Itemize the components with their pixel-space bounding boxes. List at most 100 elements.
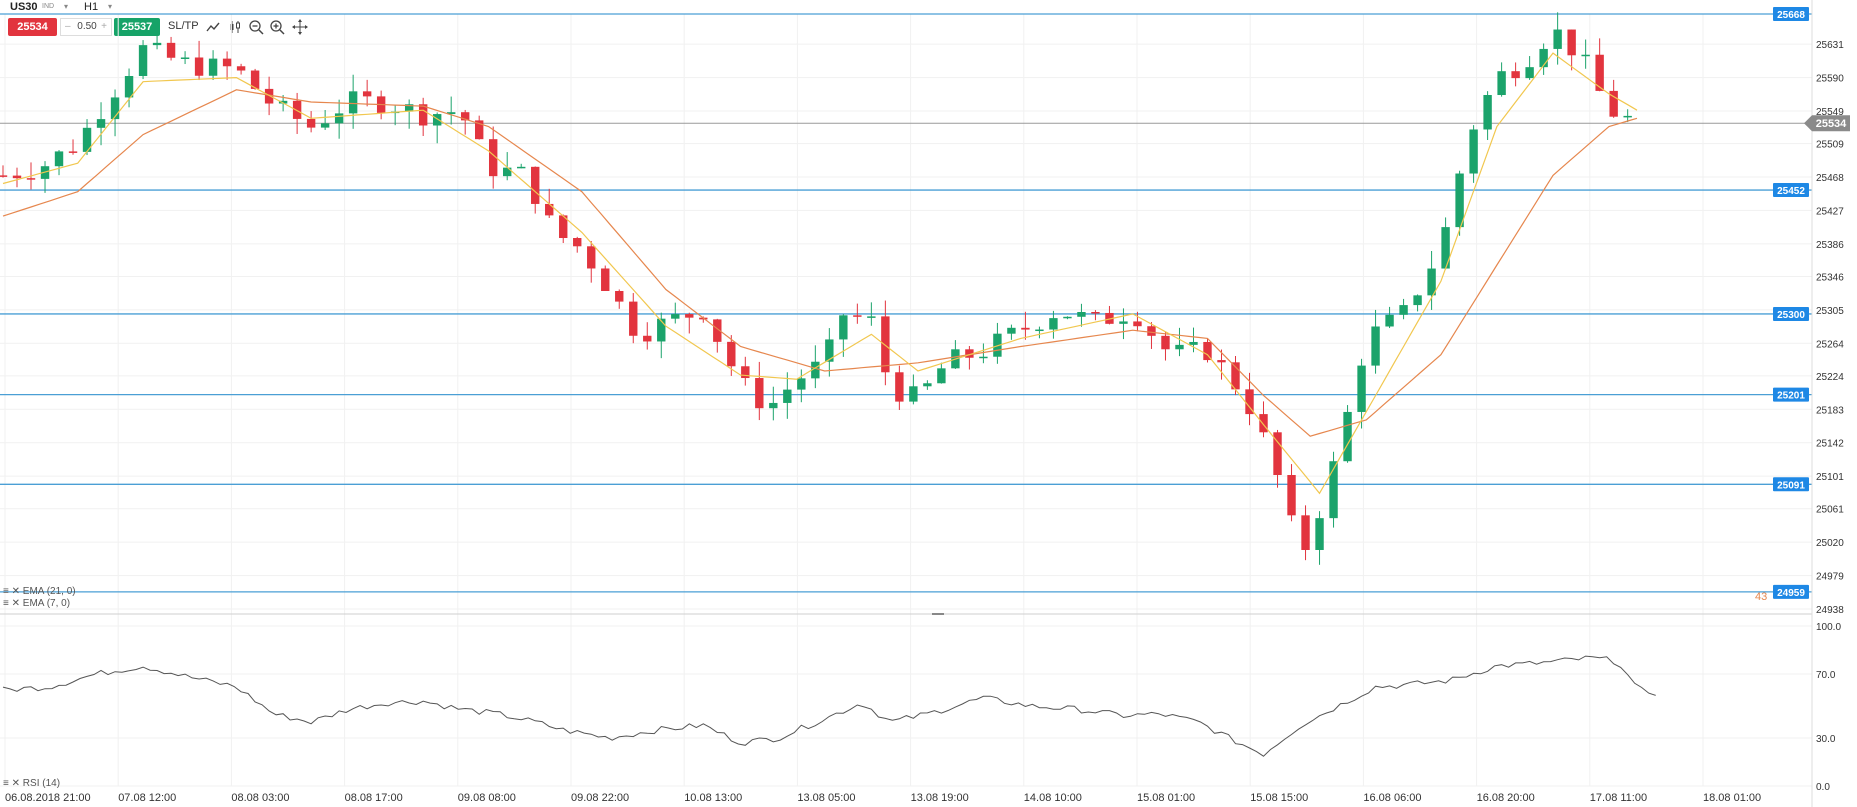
candle — [769, 386, 778, 421]
level-badge-value: 25201 — [1777, 391, 1805, 402]
candle-body — [54, 151, 64, 167]
candle-body — [306, 118, 316, 128]
level-badge[interactable] — [1773, 7, 1809, 21]
level-badge[interactable] — [1773, 477, 1809, 492]
decrease-icon[interactable]: – — [65, 21, 71, 32]
axes: 06.08.2018 21:00 07.08 12:00 08.08 03:00 08… — [5, 0, 1844, 807]
ema21-label: EMA (21, 0) — [22, 586, 76, 597]
time-axis-label: 09.08 22:00 — [571, 792, 629, 804]
candle — [1161, 331, 1170, 361]
rsi-legend[interactable]: ≡ ✕ RSI (14) — [3, 778, 60, 789]
candle — [1329, 451, 1338, 528]
candle-body — [1175, 344, 1184, 350]
ema7-label: EMA (7, 0) — [22, 598, 71, 609]
symbol-chevron-down-icon[interactable]: ▾ — [64, 2, 69, 11]
candle-body — [671, 314, 680, 319]
level-badges: 25668 25452 25300 25201 25091 24959 25534 — [1773, 7, 1850, 599]
candle-body — [1203, 341, 1212, 361]
candle-body — [208, 58, 218, 76]
candle-body — [587, 246, 596, 269]
menu-icon[interactable]: ≡ — [3, 586, 9, 597]
candle — [1455, 170, 1464, 236]
candle-body — [601, 268, 610, 291]
candle — [783, 372, 792, 419]
close-icon[interactable]: ✕ — [11, 778, 21, 789]
close-icon[interactable]: ✕ — [11, 598, 21, 609]
symbol-name[interactable]: US30 — [10, 1, 38, 13]
candle — [503, 152, 512, 181]
horizontal-levels[interactable] — [0, 13, 1812, 593]
candle-body — [96, 119, 106, 128]
candle-body — [1427, 268, 1436, 296]
candle — [657, 312, 666, 359]
candle — [320, 109, 330, 130]
candle-body — [769, 402, 778, 409]
candle — [222, 51, 232, 80]
time-axis-label: 13.08 19:00 — [911, 792, 969, 804]
candle-body — [334, 113, 344, 124]
pane-resize-handle[interactable] — [932, 613, 944, 615]
zoom-in-icon[interactable] — [269, 19, 285, 35]
candle — [1007, 324, 1016, 340]
level-badge[interactable] — [1773, 183, 1809, 198]
candle-body — [909, 386, 918, 402]
candle-body — [1581, 54, 1590, 57]
volume-stepper[interactable]: – 0.50 + — [60, 18, 112, 36]
sell-button[interactable]: 25534 — [8, 18, 57, 36]
candle-type-icon[interactable] — [228, 19, 244, 35]
candle — [1175, 327, 1184, 357]
increase-icon[interactable]: + — [101, 21, 107, 32]
candle-body — [1091, 311, 1100, 314]
candle — [1301, 505, 1310, 561]
candle — [755, 361, 764, 421]
candle-body — [222, 58, 232, 67]
ema21-legend[interactable]: ≡ ✕ EMA (21, 0) — [3, 586, 76, 597]
menu-icon[interactable]: ≡ — [3, 778, 9, 789]
timeframe-chevron-down-icon[interactable]: ▾ — [108, 2, 113, 11]
candle-body — [460, 112, 470, 121]
time-axis-label: 08.08 17:00 — [345, 792, 403, 804]
level-badge[interactable] — [1773, 306, 1809, 321]
candle-body — [923, 383, 932, 387]
time-axis-label: 17.08 11:00 — [1590, 792, 1647, 804]
candle-body — [0, 175, 8, 177]
volume-value[interactable]: 0.50 — [77, 21, 97, 32]
time-axis-label: 16.08 20:00 — [1477, 792, 1535, 804]
candle — [40, 161, 50, 193]
candle — [1539, 43, 1548, 75]
zoom-out-icon[interactable] — [248, 19, 264, 35]
menu-icon[interactable]: ≡ — [3, 598, 9, 609]
ema7-legend[interactable]: ≡ ✕ EMA (7, 0) — [3, 598, 70, 609]
level-badge[interactable] — [1773, 584, 1809, 599]
candle — [166, 36, 176, 61]
candle-body — [180, 57, 190, 59]
candle — [460, 109, 470, 135]
candle — [811, 345, 820, 389]
candle — [993, 322, 1002, 364]
candle-body — [1231, 362, 1240, 390]
candle — [1469, 125, 1478, 183]
rsi-pane — [2, 655, 1656, 757]
candle — [713, 318, 722, 353]
candle-body — [1063, 316, 1072, 319]
candle-body — [895, 372, 904, 402]
line-chart-icon[interactable] — [205, 19, 221, 35]
sltp-button[interactable]: SL/TP — [168, 20, 199, 32]
candle-body — [531, 166, 540, 204]
candle — [1609, 79, 1618, 118]
level-badge-value: 24959 — [1777, 588, 1805, 599]
candle — [404, 99, 414, 129]
level-badge-value: 25668 — [1777, 10, 1805, 21]
candle-body — [867, 316, 876, 318]
candle-body — [194, 57, 204, 76]
candle-body — [1287, 475, 1296, 516]
level-badge[interactable] — [1773, 387, 1809, 402]
buy-button[interactable]: 25537 — [114, 18, 160, 36]
crosshair-move-icon[interactable] — [292, 19, 308, 35]
time-axis-label: 18.08 01:00 — [1703, 792, 1761, 804]
candle — [1273, 429, 1282, 488]
timeframe-selector[interactable]: H1 — [84, 1, 99, 13]
close-icon[interactable]: ✕ — [11, 586, 21, 597]
candle — [1441, 217, 1450, 270]
